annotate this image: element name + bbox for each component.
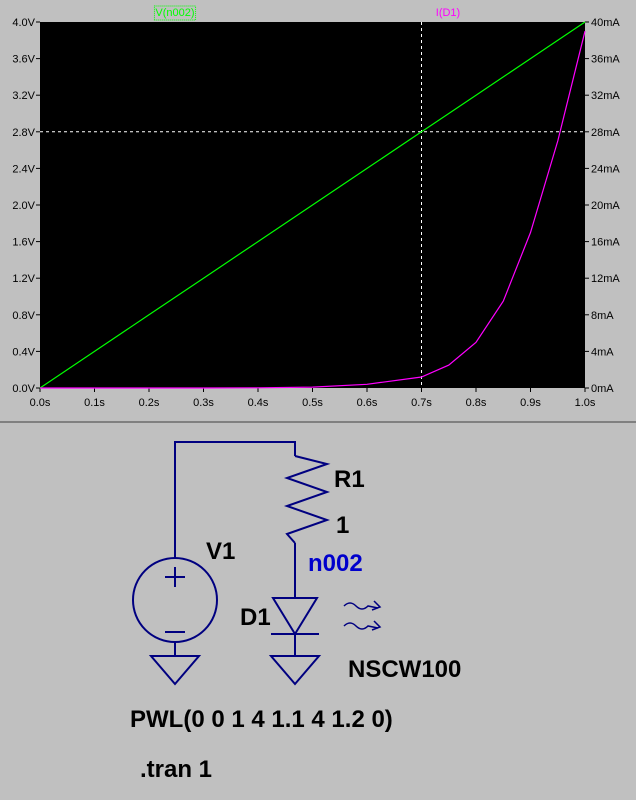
cursor-lines xyxy=(40,22,585,388)
spice-directive: .tran 1 xyxy=(140,756,213,783)
traces xyxy=(39,21,586,389)
trace-id1 xyxy=(40,31,586,389)
left-tick-label: 1.6V xyxy=(12,237,35,249)
diode-model: NSCW100 xyxy=(348,656,462,683)
right-tick-label: 36mA xyxy=(591,54,620,66)
x-tick-label: 0.2s xyxy=(139,397,160,409)
light-emission-icon xyxy=(343,600,382,631)
trace-labels[interactable]: V(n002) I(D1) xyxy=(153,5,460,21)
x-tick-label: 0.8s xyxy=(466,397,487,409)
source-value: PWL(0 0 1 4 1.1 4 1.2 0) xyxy=(130,706,393,733)
trace-label-selection-box xyxy=(153,5,197,21)
left-tick-label: 3.6V xyxy=(12,54,35,66)
x-axis-ticks: 0.0s 0.1s 0.2s 0.3s 0.4s 0.5s 0.6s 0.7s 0.8s 0.9s… xyxy=(30,388,596,409)
resistor-r1[interactable] xyxy=(283,455,331,544)
diode-label: D1 xyxy=(240,604,271,631)
source-label: V1 xyxy=(206,538,236,565)
right-tick-label: 0mA xyxy=(591,383,614,395)
voltage-source-v1[interactable] xyxy=(132,557,218,643)
right-tick-label: 20mA xyxy=(591,200,620,212)
left-tick-label: 2.4V xyxy=(12,163,35,175)
left-tick-label: 0.4V xyxy=(12,346,35,358)
left-tick-label: 2.0V xyxy=(12,200,35,212)
x-tick-label: 0.9s xyxy=(520,397,541,409)
x-tick-label: 0.5s xyxy=(302,397,323,409)
resistor-label: R1 xyxy=(334,466,365,493)
left-tick-label: 2.8V xyxy=(12,127,35,139)
right-tick-label: 8mA xyxy=(591,310,614,322)
right-tick-label: 32mA xyxy=(591,90,620,102)
left-tick-label: 0.0V xyxy=(12,383,35,395)
x-tick-label: 0.6s xyxy=(357,397,378,409)
right-tick-label: 28mA xyxy=(591,127,620,139)
trace-vn002 xyxy=(39,21,586,389)
waveform-plot[interactable]: 0.0V 0.4V 0.8V 1.2V 1.6V 2.0V 2.4V 2.8V 3.2V 3.6V… xyxy=(0,0,636,424)
x-tick-label: 0.4s xyxy=(248,397,269,409)
left-axis-ticks: 0.0V 0.4V 0.8V 1.2V 1.6V 2.0V 2.4V 2.8V 3.2V 3.6V… xyxy=(12,17,40,395)
x-tick-label: 0.1s xyxy=(84,397,105,409)
diode-d1[interactable] xyxy=(271,597,319,636)
x-tick-label: 0.3s xyxy=(193,397,214,409)
trace-label-vn002[interactable]: V(n002) xyxy=(155,7,194,19)
right-tick-label: 4mA xyxy=(591,346,614,358)
right-tick-label: 40mA xyxy=(591,17,620,29)
x-tick-label: 1.0s xyxy=(575,397,596,409)
left-tick-label: 1.2V xyxy=(12,273,35,285)
right-axis-ticks: 0mA 4mA 8mA 12mA 16mA 20mA 24mA 28mA 32mA 36mA 40m… xyxy=(585,17,620,395)
ground-icon xyxy=(148,655,202,686)
x-tick-label: 0.7s xyxy=(411,397,432,409)
node-label: n002 xyxy=(308,550,363,577)
right-tick-label: 12mA xyxy=(591,273,620,285)
x-tick-label: 0.0s xyxy=(30,397,51,409)
trace-label-id1[interactable]: I(D1) xyxy=(436,7,460,19)
ground-icon xyxy=(268,655,322,686)
resistor-value: 1 xyxy=(336,512,350,539)
left-tick-label: 3.2V xyxy=(12,90,35,102)
left-tick-label: 0.8V xyxy=(12,310,35,322)
left-tick-label: 4.0V xyxy=(12,17,35,29)
right-tick-label: 16mA xyxy=(591,237,620,249)
right-tick-label: 24mA xyxy=(591,163,620,175)
